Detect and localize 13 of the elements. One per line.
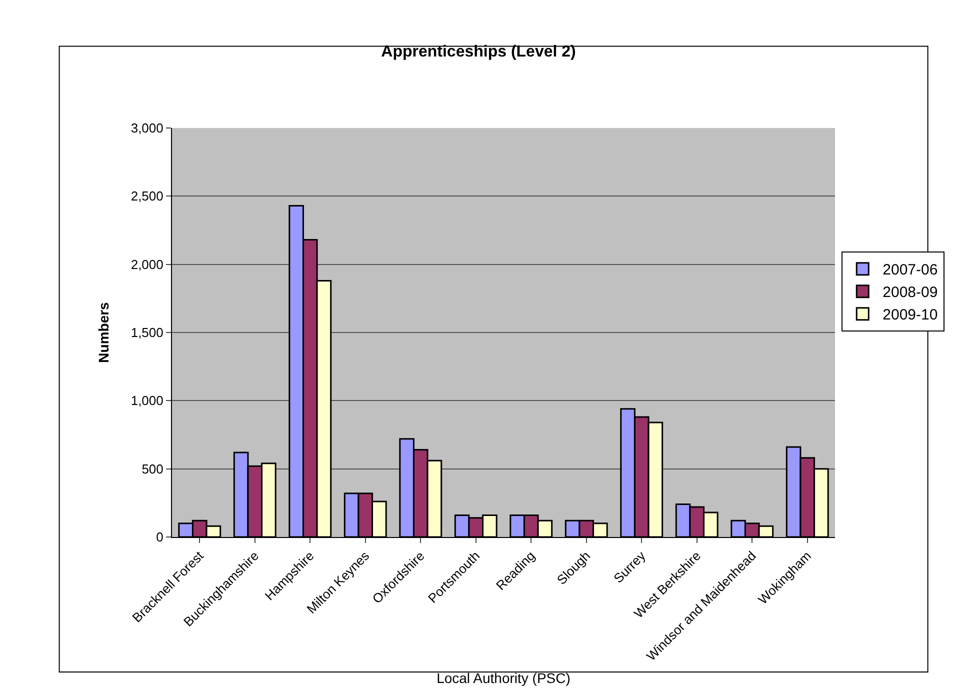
legend-label: 2007-06: [882, 262, 938, 279]
y-tick-label: 500: [142, 461, 164, 476]
y-axis-title: Numbers: [95, 302, 112, 363]
y-tick-label: 3,000: [130, 120, 164, 136]
legend-label: 2009-10: [882, 306, 938, 324]
y-tick-label: 1,000: [130, 393, 164, 408]
legend-label: 2008-09: [882, 284, 938, 302]
y-tick-label: 1,500: [130, 325, 164, 340]
y-tick-label: 2,500: [130, 188, 164, 204]
chart-title: Apprenticeships (Level 2): [381, 43, 576, 60]
x-axis-title: Local Authority (PSC): [436, 670, 570, 686]
y-tick-label: 0: [156, 530, 164, 545]
y-tick-label: 2,000: [130, 256, 164, 272]
